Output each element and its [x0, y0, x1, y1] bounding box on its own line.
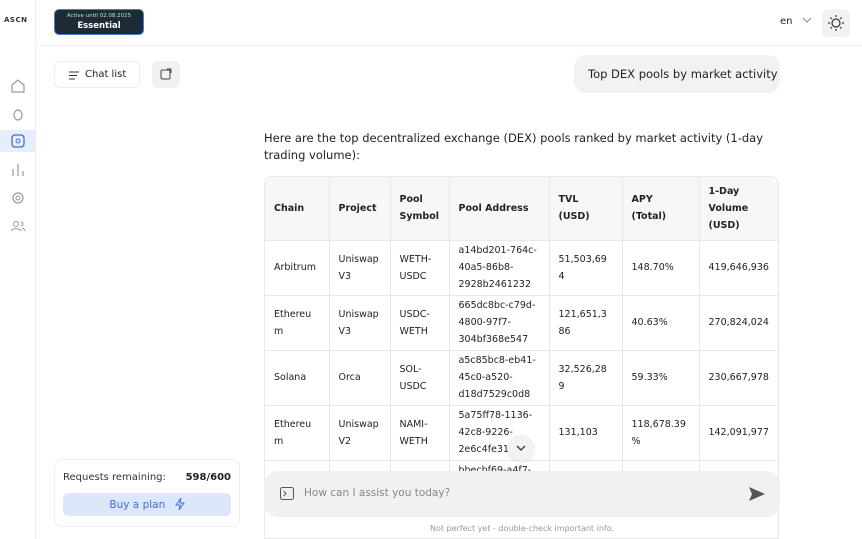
- table-row: Arbitrum Uniswap V3 WETH-USDC a14bd201-764c…: [265, 239, 778, 295]
- column-header: 1-Day Volume (USD): [699, 177, 778, 240]
- bolt-icon: [174, 497, 185, 511]
- table-cell: 131,103: [549, 404, 623, 460]
- stats-icon[interactable]: [9, 161, 27, 179]
- table-cell: 148.70%: [622, 239, 700, 295]
- menu-icon: [69, 71, 79, 80]
- table-cell: 270,824,024: [699, 294, 778, 350]
- table-row: Solana Orca SOL-USDC a5c85bc8-eb41-45c0-a52…: [265, 349, 778, 405]
- chevron: [802, 17, 812, 23]
- table-cell: 230,667,978: [699, 349, 778, 405]
- table-cell: 40.63%: [622, 294, 700, 350]
- table-cell: 665dc8bc-c79d-4800-97f7-304bf368e547: [449, 294, 550, 350]
- home-icon[interactable]: [9, 77, 27, 95]
- subscription-badge[interactable]: Active until 02.08.2025 Essential: [54, 9, 144, 35]
- table-cell: Uniswap V3: [329, 239, 391, 295]
- new-chat-button[interactable]: [152, 61, 180, 88]
- table-cell: 118,678.39%: [622, 404, 700, 460]
- scroll-down-button[interactable]: [508, 435, 534, 461]
- terminal-icon: [280, 487, 294, 500]
- column-header: Pool Address: [449, 177, 550, 240]
- table-cell: a5c85bc8-eb41-45c0-a520-d18d7529c0d8: [449, 349, 550, 405]
- subscription-status: Active until 02.08.2025: [66, 13, 132, 19]
- language-select[interactable]: en: [780, 16, 812, 27]
- assistant-message: Here are the top decentralized exchange …: [264, 131, 764, 162]
- table-cell: Uniswap V3: [329, 294, 391, 350]
- active-nav: [0, 130, 36, 152]
- buy-plan-button[interactable]: Buy a plan: [63, 493, 231, 516]
- table-cell: 419,646,936: [699, 239, 778, 295]
- pools-table: Chain Project Pool Symbol Pool Address TVL (…: [265, 177, 778, 515]
- table-cell: 5a75ff78-1136-42c8-9226-2e6c4fe31c: [449, 404, 550, 460]
- table-cell: a14bd201-764c-40a5-86b8-2928b2461232: [449, 239, 550, 295]
- requests-panel: Requests remaining: 598/600 Buy a plan: [54, 459, 240, 527]
- requests-value: 598/600: [185, 472, 231, 483]
- users-icon[interactable]: [9, 217, 27, 235]
- table-cell: NAMI-WETH: [390, 404, 450, 460]
- table-cell: Orca: [329, 349, 391, 405]
- language: en: [780, 16, 793, 27]
- sidebar: ASCN: [0, 0, 36, 539]
- column-header: Project: [329, 177, 391, 240]
- input-placeholder: How can I assist you today?: [304, 487, 451, 499]
- table-cell: 32,526,289: [549, 349, 623, 405]
- column-header: Chain: [265, 177, 330, 240]
- buy-plan-label: Buy a plan: [109, 499, 166, 511]
- disclaimer: Not perfect yet - double-check important…: [430, 524, 615, 533]
- requests-label: Requests remaining:: [63, 472, 166, 483]
- chat-list-button[interactable]: Chat list: [54, 61, 140, 88]
- chevron: [516, 445, 526, 451]
- table-cell: Arbitrum: [265, 239, 330, 295]
- table-cell: 59.33%: [622, 349, 700, 405]
- chat-icon[interactable]: [9, 132, 27, 150]
- sun-icon: [828, 15, 844, 31]
- chat-input[interactable]: How can I assist you today?: [264, 471, 780, 517]
- table-cell: 121,651,386: [549, 294, 623, 350]
- column-header: APY (Total): [622, 177, 700, 240]
- table-cell: Ethereum: [265, 404, 330, 460]
- send-button[interactable]: [748, 486, 766, 502]
- user-message: Top DEX pools by market activity: [574, 55, 780, 93]
- column-header: Pool Symbol: [390, 177, 450, 240]
- new-chat-icon: [160, 68, 172, 80]
- column-header: TVL (USD): [549, 177, 623, 240]
- table-cell: Solana: [265, 349, 330, 405]
- table-cell: Ethereum: [265, 294, 330, 350]
- header-row: Chain Project Pool Symbol Pool Address TVL (…: [265, 177, 778, 240]
- chat-list-label: Chat list: [85, 69, 127, 80]
- table-cell: 142,091,977: [699, 404, 778, 460]
- divider: [36, 45, 862, 46]
- table-cell: Uniswap V2: [329, 404, 391, 460]
- theme-toggle[interactable]: [822, 9, 850, 37]
- table-cell: USDC-WETH: [390, 294, 450, 350]
- settings-icon[interactable]: [9, 189, 27, 207]
- table-row: Ethereum Uniswap V3 USDC-WETH 665dc8bc-c79d…: [265, 294, 778, 350]
- bug-icon[interactable]: [9, 105, 27, 123]
- table-cell: WETH-USDC: [390, 239, 450, 295]
- subscription-plan: Essential: [77, 21, 121, 31]
- table-cell: SOL-USDC: [390, 349, 450, 405]
- table-cell: 51,503,694: [549, 239, 623, 295]
- logo[interactable]: ASCN: [4, 16, 28, 24]
